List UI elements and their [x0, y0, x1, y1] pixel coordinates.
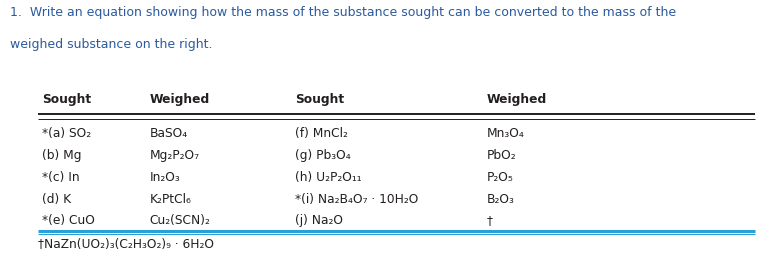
Text: Sought: Sought: [295, 93, 344, 106]
Text: Mg₂P₂O₇: Mg₂P₂O₇: [150, 149, 199, 162]
Text: Mn₃O₄: Mn₃O₄: [487, 127, 525, 140]
Text: Sought: Sought: [42, 93, 91, 106]
Text: weighed substance on the right.: weighed substance on the right.: [10, 38, 212, 51]
Text: (h) U₂P₂O₁₁: (h) U₂P₂O₁₁: [295, 171, 362, 184]
Text: (g) Pb₃O₄: (g) Pb₃O₄: [295, 149, 351, 162]
Text: *(c) In: *(c) In: [42, 171, 80, 184]
Text: (d) K: (d) K: [42, 193, 71, 206]
Text: (f) MnCl₂: (f) MnCl₂: [295, 127, 348, 140]
Text: Weighed: Weighed: [150, 93, 210, 106]
Text: Weighed: Weighed: [487, 93, 548, 106]
Text: *(a) SO₂: *(a) SO₂: [42, 127, 91, 140]
Text: 1.  Write an equation showing how the mass of the substance sought can be conver: 1. Write an equation showing how the mas…: [10, 6, 676, 19]
Text: In₂O₃: In₂O₃: [150, 171, 180, 184]
Text: BaSO₄: BaSO₄: [150, 127, 188, 140]
Text: †NaZn(UO₂)₃(C₂H₃O₂)₉ · 6H₂O: †NaZn(UO₂)₃(C₂H₃O₂)₉ · 6H₂O: [38, 238, 214, 251]
Text: *(e) CuO: *(e) CuO: [42, 214, 95, 227]
Text: *(i) Na₂B₄O₇ · 10H₂O: *(i) Na₂B₄O₇ · 10H₂O: [295, 193, 419, 206]
Text: P₂O₅: P₂O₅: [487, 171, 514, 184]
Text: †: †: [487, 214, 493, 227]
Text: B₂O₃: B₂O₃: [487, 193, 515, 206]
Text: K₂PtCl₆: K₂PtCl₆: [150, 193, 192, 206]
Text: (b) Mg: (b) Mg: [42, 149, 81, 162]
Text: PbO₂: PbO₂: [487, 149, 517, 162]
Text: Cu₂(SCN)₂: Cu₂(SCN)₂: [150, 214, 210, 227]
Text: (j) Na₂O: (j) Na₂O: [295, 214, 344, 227]
